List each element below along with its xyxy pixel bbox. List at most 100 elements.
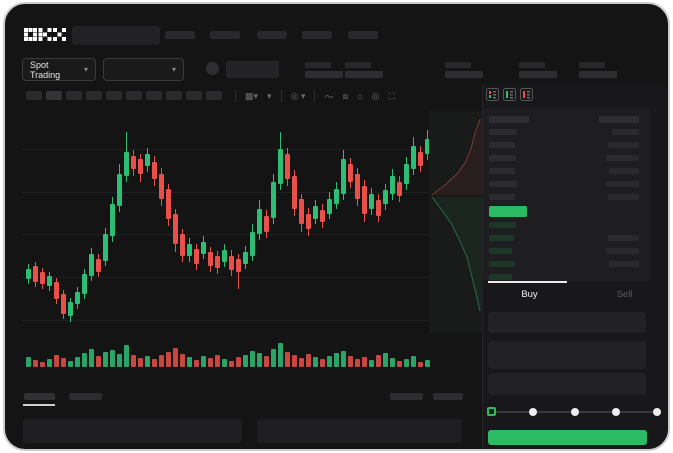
total-input[interactable] [488, 373, 646, 395]
slider-stop[interactable] [570, 408, 579, 416]
volume-bar [61, 358, 66, 367]
orderbook-layout-asks-icon[interactable] [520, 88, 533, 101]
toolbar-button[interactable] [166, 91, 182, 100]
volume-bar [33, 360, 38, 367]
toolbar-button[interactable] [126, 91, 142, 100]
candle-body [33, 266, 38, 282]
nav-item-placeholder[interactable] [257, 31, 287, 39]
bottom-tab-active[interactable] [24, 393, 55, 400]
candle-body [411, 146, 416, 169]
candle-body [341, 159, 346, 194]
volume-bar [327, 356, 332, 367]
volume-bar [320, 359, 325, 367]
candle-body [96, 259, 101, 272]
candle-style-icon[interactable]: ▩▾ [245, 90, 259, 101]
volume-bar [208, 358, 213, 367]
chart-toolbar-buttons [26, 91, 222, 101]
slider-stop[interactable] [529, 408, 538, 416]
tab-buy[interactable]: Buy [482, 281, 577, 307]
slider-handle-active[interactable] [487, 407, 496, 416]
chevron-down-icon: ▾ [83, 65, 88, 74]
tab-sell[interactable]: Sell [577, 281, 668, 307]
nav-item-placeholder[interactable] [348, 31, 378, 39]
toolbar-button[interactable] [46, 91, 62, 100]
toolbar-button[interactable] [206, 91, 222, 100]
candle-body [236, 259, 241, 272]
toolbar-button[interactable] [86, 91, 102, 100]
bottom-tab[interactable] [69, 393, 102, 400]
interval-chevron-icon[interactable]: ▾ [267, 90, 272, 101]
orderbook-layout-bids-icon[interactable] [503, 88, 516, 101]
volume-bar [229, 361, 234, 367]
coin-avatar [206, 62, 219, 75]
volume-bar [26, 357, 31, 367]
pair-selector-dropdown[interactable]: ▾ [103, 58, 184, 81]
toolbar-button[interactable] [26, 91, 42, 100]
amount-input[interactable] [488, 341, 646, 369]
volume-bar [124, 345, 129, 367]
buy-submit-button[interactable] [488, 430, 647, 445]
nav-item-placeholder[interactable] [302, 31, 332, 39]
slider-stop[interactable] [611, 408, 620, 416]
candle-body [75, 292, 80, 304]
volume-bar [89, 349, 94, 367]
settings-icon[interactable]: ◎ [371, 90, 380, 101]
volume-bar [145, 356, 150, 367]
candle-body [26, 269, 31, 279]
candle-body [208, 252, 213, 266]
slider-stop[interactable] [653, 408, 661, 416]
candle-body [229, 256, 234, 270]
orderbook-header-left [489, 116, 529, 123]
bottom-action-placeholder[interactable] [433, 393, 463, 400]
ticker-stat [345, 62, 385, 82]
candle-body [159, 174, 164, 199]
volume-bar [271, 349, 276, 367]
nav-item-placeholder[interactable] [165, 31, 195, 39]
volume-bar [236, 357, 241, 367]
bottom-panel-right[interactable] [257, 419, 462, 443]
order-book[interactable] [483, 108, 650, 281]
market-type-dropdown[interactable]: Spot Trading ▾ [22, 58, 96, 81]
bottom-action-placeholder[interactable] [390, 393, 423, 400]
ticker-stat [579, 62, 619, 82]
last-price-placeholder [226, 61, 279, 78]
toolbar-button[interactable] [66, 91, 82, 100]
volume-bar [376, 355, 381, 367]
volume-bar [152, 359, 157, 367]
candle-body [369, 194, 374, 209]
volume-bar [187, 357, 192, 367]
ask-amount-bar [606, 155, 639, 161]
toolbar-button[interactable] [146, 91, 162, 100]
bottom-panel-left[interactable] [23, 419, 242, 443]
candlestick-chart[interactable] [22, 111, 432, 373]
search-input[interactable] [72, 26, 160, 45]
volume-bar [264, 356, 269, 367]
toolbar-button[interactable] [106, 91, 122, 100]
volume-bar [201, 356, 206, 367]
buy-tab-label: Buy [521, 288, 538, 300]
volume-bar [82, 353, 87, 367]
price-input[interactable] [488, 312, 646, 333]
indicator-wave-icon[interactable]: 〜 [324, 91, 334, 102]
ask-amount-bar [608, 142, 639, 148]
toolbar-button[interactable] [186, 91, 202, 100]
timer-icon[interactable]: ◎ ▾ [290, 90, 306, 101]
camera-icon[interactable]: ⌂ [357, 91, 363, 101]
orderbook-layout-both-icon[interactable] [486, 88, 499, 101]
candle-body [264, 216, 269, 232]
candle-body [327, 199, 332, 214]
volume-bar [180, 354, 185, 367]
candle-body [271, 182, 276, 218]
candle-body [138, 159, 143, 174]
ask-amount-bar [609, 168, 639, 174]
volume-bar [243, 355, 248, 367]
candle-body [362, 186, 367, 214]
candle-body [250, 232, 255, 256]
fullscreen-icon[interactable]: ⛶ [388, 90, 395, 101]
volume-bar [194, 360, 199, 367]
chart-gridline [22, 320, 432, 321]
volume-bar [425, 360, 430, 367]
bid-price-bar [489, 274, 512, 280]
compare-icon[interactable]: ⧈ [342, 90, 349, 101]
nav-item-placeholder[interactable] [210, 31, 240, 39]
